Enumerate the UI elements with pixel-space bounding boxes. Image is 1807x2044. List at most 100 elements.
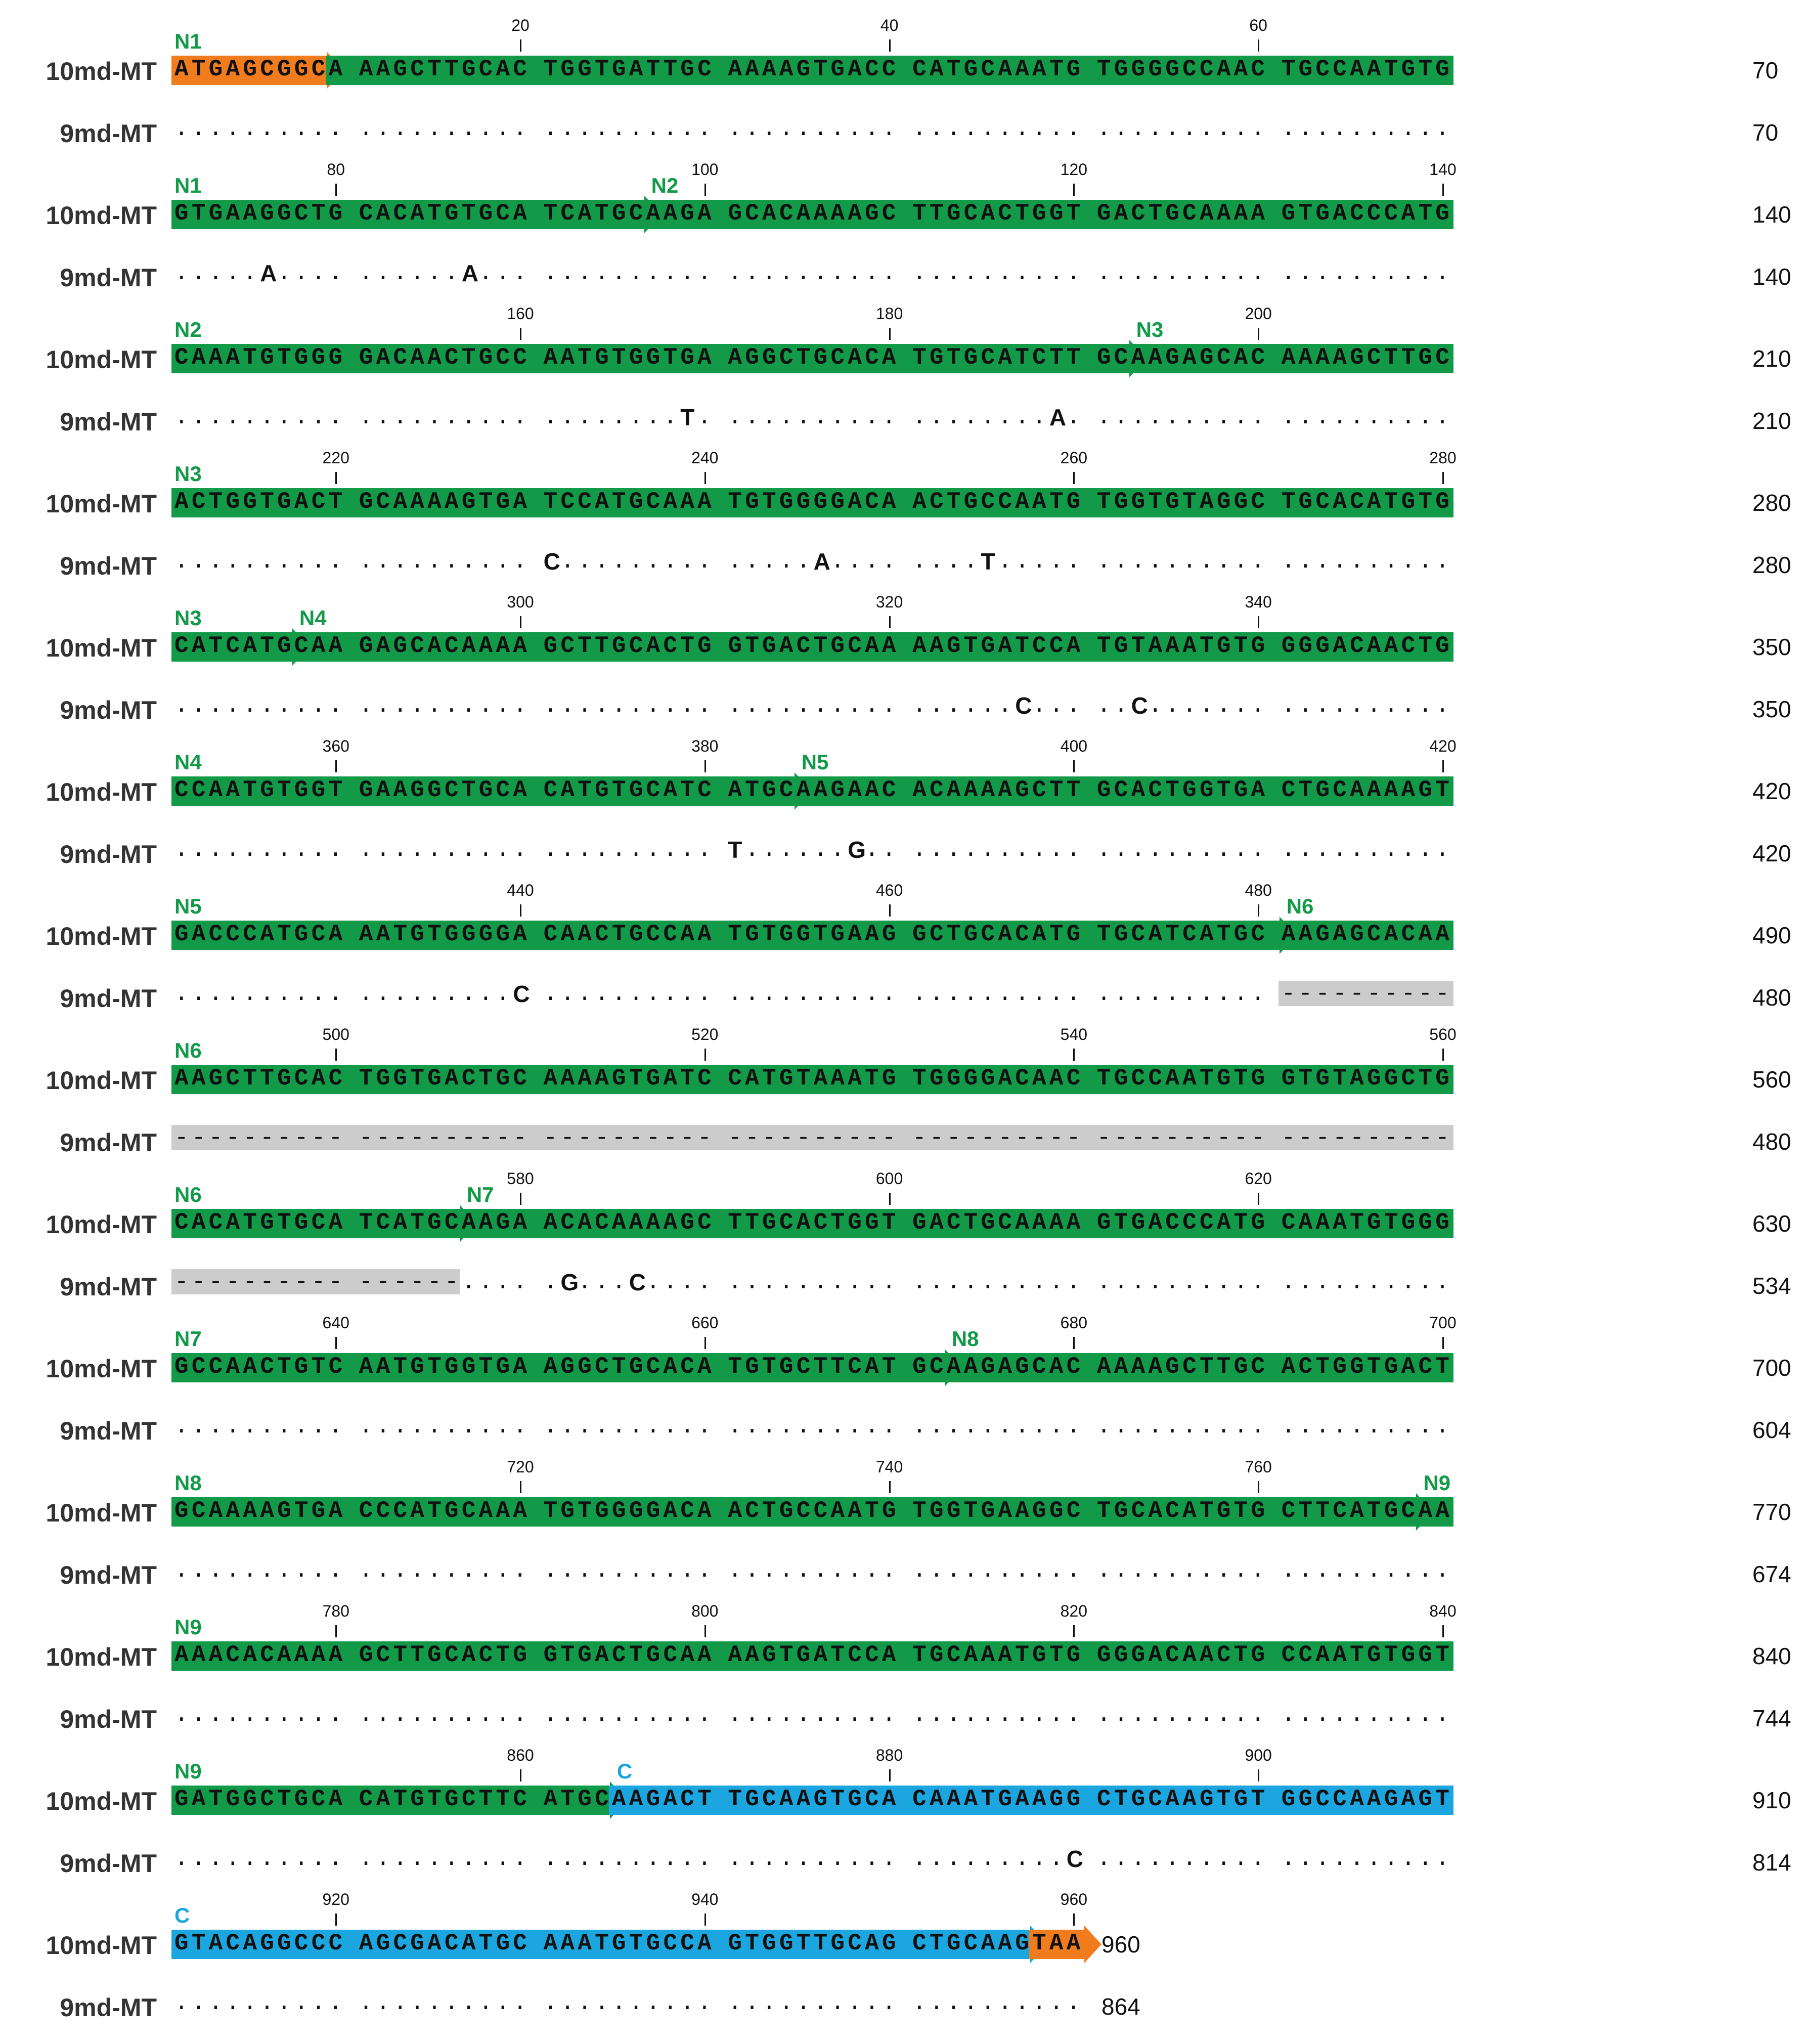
base: C (260, 1786, 274, 1812)
identity-dot: . (981, 1557, 995, 1584)
identity-dot: . (496, 692, 510, 719)
gap-dash: - (208, 1269, 223, 1295)
identity-dot: . (646, 1413, 660, 1440)
base: T (830, 1209, 845, 1236)
base: C (929, 921, 944, 947)
base: G (277, 489, 291, 515)
identity-dot: . (745, 1702, 759, 1728)
base: A (629, 1209, 643, 1236)
base: A (796, 200, 811, 227)
identity-dot: . (929, 981, 944, 1007)
identity-dot: . (745, 1269, 759, 1295)
end-number-bottom: 534 (1752, 1273, 1791, 1299)
identity-dot: . (393, 1557, 408, 1584)
segment-bar (171, 1497, 1417, 1527)
identity-dot: . (461, 837, 476, 863)
identity-dot: . (359, 1990, 373, 2016)
identity-dot: . (1251, 404, 1265, 430)
base: C (191, 1498, 206, 1524)
base: G (1114, 1642, 1128, 1668)
base: A (1418, 921, 1433, 947)
identity-dot: . (427, 548, 442, 575)
identity-dot: . (444, 981, 459, 1007)
base: A (697, 1930, 712, 1956)
gap-dash: - (1298, 1125, 1313, 1151)
identity-dot: . (427, 1413, 442, 1440)
base: A (1199, 921, 1214, 947)
gap-dash: - (393, 1269, 408, 1295)
base: A (1401, 200, 1416, 227)
identity-dot: . (779, 116, 794, 142)
base: G (1096, 344, 1111, 371)
identity-dot: . (745, 260, 759, 286)
base: A (1233, 344, 1248, 371)
base: T (208, 633, 223, 659)
base: G (427, 1209, 442, 1236)
identity-dot: . (680, 1846, 694, 1872)
base: A (1148, 1354, 1163, 1380)
base: G (629, 1354, 643, 1380)
seq-label-bottom: 9md-MT (60, 984, 157, 1013)
identity-dot: . (1418, 692, 1433, 719)
gap-dash: - (779, 1125, 794, 1151)
base: C (444, 1930, 459, 1956)
gap-dash: - (912, 1125, 927, 1151)
identity-dot: . (410, 1990, 424, 2016)
identity-dot: . (1333, 260, 1347, 286)
base: G (478, 921, 493, 947)
base: C (912, 1786, 927, 1812)
base: C (1251, 489, 1265, 515)
identity-dot: . (277, 116, 291, 142)
ruler-tick (704, 184, 706, 196)
substitution-base: A (260, 260, 277, 286)
identity-dot: . (998, 1702, 1012, 1728)
base: A (929, 633, 944, 659)
identity-dot: . (260, 1702, 274, 1728)
base: A (1418, 1498, 1433, 1524)
segment-bar (1278, 921, 1453, 950)
base: A (697, 344, 712, 371)
substitution-base: T (728, 837, 742, 863)
identity-dot: . (1315, 404, 1330, 430)
identity-dot: . (1096, 404, 1111, 430)
base: T (1049, 489, 1064, 515)
identity-dot: . (963, 1846, 978, 1872)
gap-dash: - (496, 1125, 510, 1151)
base: A (981, 1930, 995, 1956)
identity-dot: . (848, 260, 862, 286)
segment-tag: N6 (174, 1038, 202, 1062)
identity-dot: . (1367, 260, 1381, 286)
identity-dot: . (513, 692, 527, 719)
base: A (410, 489, 424, 515)
base: T (393, 1786, 408, 1812)
identity-dot: . (226, 692, 240, 719)
identity-dot: . (1401, 1269, 1416, 1295)
base: G (410, 921, 424, 947)
identity-dot: . (981, 116, 995, 142)
ruler-number: 360 (322, 737, 349, 755)
ruler-number: 860 (507, 1746, 534, 1764)
base: A (1333, 489, 1347, 515)
base: A (191, 633, 206, 659)
base: C (243, 921, 257, 947)
identity-dot: . (882, 1557, 896, 1584)
identity-dot: . (1251, 260, 1265, 286)
identity-dot: . (560, 1557, 575, 1584)
base: C (848, 633, 862, 659)
gap-dash: - (680, 1125, 694, 1151)
base: A (191, 1642, 206, 1668)
identity-dot: . (560, 548, 575, 575)
ruler-number: 720 (507, 1458, 534, 1476)
identity-dot: . (611, 837, 626, 863)
identity-dot: . (1165, 981, 1179, 1007)
identity-dot: . (578, 548, 592, 575)
identity-dot: . (929, 1702, 944, 1728)
base: G (963, 1065, 978, 1092)
identity-dot: . (427, 1557, 442, 1584)
base: G (1281, 633, 1296, 659)
identity-dot: . (611, 116, 626, 142)
base: C (208, 921, 223, 947)
identity-dot: . (444, 1557, 459, 1584)
ruler-tick (1258, 616, 1260, 628)
base: T (1049, 777, 1064, 803)
